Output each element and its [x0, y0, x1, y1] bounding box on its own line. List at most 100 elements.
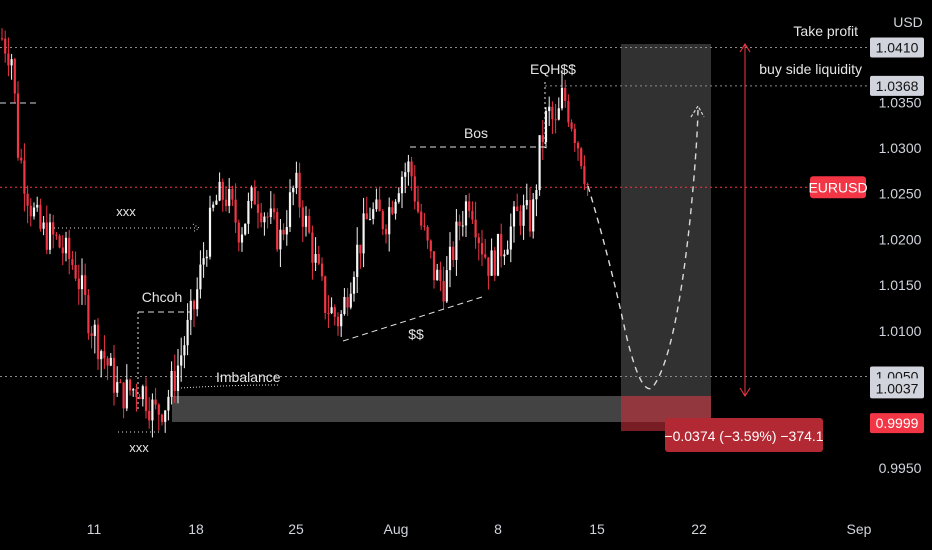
- candle-body: [340, 314, 343, 327]
- horizontal-lines-layer: [0, 46, 868, 377]
- annotations-layer: Take profit buy side liquidity EQH$$ Bos xxx…: [116, 23, 862, 455]
- take-profit-tag: 1.0410: [876, 39, 919, 55]
- buy-side-liquidity-tag-bg: [870, 75, 924, 96]
- candle-body: [471, 210, 474, 220]
- candle-body: [138, 397, 141, 400]
- time-tick: 11: [87, 521, 102, 537]
- candle-body: [135, 389, 138, 398]
- candle-body: [282, 229, 285, 235]
- candle-body: [365, 213, 368, 220]
- candle-body: [496, 233, 500, 276]
- candle-body: [71, 259, 74, 266]
- candle-body: [4, 38, 7, 54]
- candle-body: [180, 355, 183, 366]
- candle-body: [330, 307, 333, 314]
- candle-body: [256, 204, 260, 213]
- candle-body: [266, 216, 269, 218]
- measure-arrow-bottom: [739, 387, 751, 397]
- candle-body: [407, 161, 410, 173]
- candle-body: [324, 276, 327, 313]
- candle-body: [570, 122, 573, 129]
- xxx-top-label: xxx: [116, 204, 136, 219]
- stop-tag-bg: [870, 413, 924, 434]
- candle-body: [567, 100, 570, 123]
- candle-body: [423, 225, 426, 227]
- candle-body: [544, 111, 548, 142]
- candle-body: [480, 243, 484, 255]
- take-profit-label: Take profit: [793, 23, 858, 39]
- time-axis[interactable]: 11 18 25 Aug 8 15 22 Sep: [87, 521, 872, 537]
- candle-body: [32, 207, 36, 217]
- candle-body: [132, 389, 135, 391]
- candle-body: [333, 307, 336, 317]
- candle-body: [183, 345, 186, 356]
- candle-body: [16, 93, 20, 158]
- candle-body: [493, 250, 496, 276]
- candle-body: [292, 188, 295, 193]
- candle-body: [218, 181, 221, 201]
- time-tick: 22: [691, 521, 707, 537]
- candle-body: [55, 234, 58, 236]
- candle-body: [272, 208, 276, 213]
- candle-body: [509, 226, 512, 250]
- candle-body: [234, 199, 237, 223]
- candle-body: [125, 379, 128, 409]
- candle-body: [477, 237, 480, 244]
- candle-body: [196, 289, 199, 310]
- price-axis[interactable]: USD 1.0350 1.0300 1.0250 1.0200 1.0150 1.0100 1…: [808, 14, 924, 476]
- candle-body: [384, 229, 388, 235]
- candle-body: [429, 240, 432, 252]
- candle-body: [320, 263, 324, 277]
- candle-body: [103, 351, 106, 359]
- candle-body: [84, 275, 87, 296]
- candle-body: [0, 38, 4, 40]
- ss-label: $$: [408, 326, 424, 342]
- candle-body: [144, 386, 148, 411]
- candle-body: [231, 189, 234, 200]
- candle-body: [448, 246, 452, 271]
- candle-body: [461, 225, 464, 227]
- candle-body: [452, 246, 455, 261]
- price-tick: 1.0300: [879, 140, 922, 156]
- chcoh-label: Chcoh: [142, 289, 182, 305]
- candle-body: [557, 108, 560, 120]
- candle-body: [7, 53, 10, 66]
- candle-body: [48, 222, 52, 250]
- candle-body: [52, 222, 55, 235]
- candles-layer: [0, 28, 589, 438]
- candle-body: [288, 192, 292, 227]
- candle-body: [100, 351, 103, 360]
- time-tick: Sep: [847, 521, 872, 537]
- candle-body: [522, 205, 525, 226]
- buy-side-liquidity-tag: 1.0368: [876, 78, 919, 94]
- candle-body: [394, 201, 397, 214]
- candle-body: [490, 250, 493, 276]
- candle-body: [362, 213, 365, 254]
- candle-body: [68, 237, 71, 260]
- candle-body: [468, 201, 471, 211]
- candle-body: [458, 221, 461, 226]
- measure-badge-text: −0.0374 (−3.59%) −374.1: [664, 428, 823, 444]
- candle-body: [276, 212, 279, 250]
- price-tick: 1.0350: [879, 94, 922, 110]
- candle-body: [167, 396, 170, 411]
- imbalance-top-tag-bg: [870, 378, 924, 399]
- candle-body: [397, 193, 400, 202]
- candle-body: [96, 324, 100, 360]
- candle-body: [474, 219, 477, 238]
- candle-body: [45, 222, 48, 250]
- candle-body: [301, 207, 304, 227]
- candle-body: [413, 176, 416, 202]
- candle-body: [93, 324, 96, 336]
- candle-body: [237, 222, 240, 243]
- candle-body: [349, 293, 352, 308]
- candle-body: [410, 161, 413, 177]
- candle-body: [112, 357, 116, 393]
- candle-body: [42, 222, 45, 229]
- candle-body: [378, 199, 381, 212]
- candle-body: [285, 226, 288, 235]
- candle-body: [400, 176, 404, 194]
- candle-body: [13, 59, 16, 94]
- candle-body: [26, 193, 29, 206]
